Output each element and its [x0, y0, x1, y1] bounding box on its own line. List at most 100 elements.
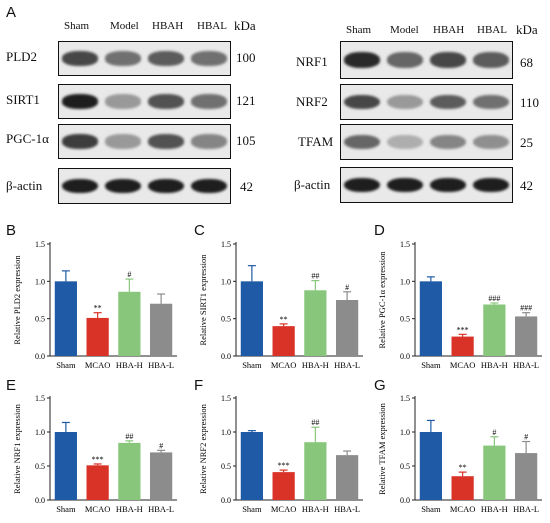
blot-band: [387, 52, 423, 68]
x-tick-label: HBA-H: [116, 360, 143, 370]
y-tick-label: 0.5: [400, 315, 410, 324]
y-tick-label: 0.5: [35, 462, 45, 471]
blot-band: [105, 94, 141, 109]
blot-label: NRF2: [296, 94, 328, 110]
right-lane-label: HBAL: [477, 24, 507, 36]
y-tick-label: 0.0: [221, 352, 231, 361]
x-tick-label: MCAO: [450, 360, 476, 370]
western-blot-strip: [58, 168, 231, 204]
blot-band: [148, 51, 184, 66]
x-tick-label: Sham: [242, 360, 262, 370]
x-tick-label: HBA-H: [302, 360, 329, 370]
y-tick-label: 1.5: [35, 394, 45, 403]
blot-band: [387, 178, 423, 193]
bar: [241, 432, 263, 500]
blot-band: [191, 94, 227, 109]
bar: [420, 281, 442, 356]
bar: [150, 304, 172, 356]
y-axis-label: Relative NRF1 expression: [12, 403, 22, 493]
western-blot-strip: [58, 124, 231, 159]
y-tick-label: 1.5: [35, 240, 45, 249]
y-tick-label: 1.0: [221, 277, 231, 286]
bar: [336, 300, 358, 356]
x-tick-label: HBA-H: [302, 504, 329, 514]
blot-band: [148, 134, 184, 149]
y-tick-label: 0.0: [400, 352, 410, 361]
y-tick-label: 0.0: [35, 352, 45, 361]
bar-chart-nrf2: Relative NRF2 expression 0.0 0.5 1.0 1.5 Sham…: [196, 390, 371, 522]
y-axis-label: Relative SIRT1 expression: [198, 254, 208, 346]
blot-band: [473, 178, 509, 193]
x-tick-label: Sham: [56, 504, 76, 514]
bar-chart-sirt1: Relative SIRT1 expression 0.0 0.5 1.0 1.5 Sha…: [196, 236, 371, 378]
blot-band: [105, 51, 141, 66]
x-tick-label: MCAO: [450, 504, 476, 514]
blot-band: [191, 51, 227, 66]
right-lane-label: Model: [390, 24, 419, 36]
western-blot-strip: [58, 84, 231, 119]
y-axis-label: Relative PGC-1α expression: [377, 251, 387, 349]
western-blot-strip: [340, 84, 513, 120]
bar: [87, 465, 109, 500]
y-tick-label: 1.0: [35, 428, 45, 437]
bar: [241, 281, 263, 356]
blot-band: [105, 179, 141, 194]
blot-band: [344, 135, 380, 150]
bar: [87, 318, 109, 356]
blot-label: SIRT1: [6, 92, 40, 108]
x-tick-label: HBA-L: [148, 504, 174, 514]
bar: [150, 452, 172, 500]
y-tick-label: 1.5: [400, 394, 410, 403]
bar: [304, 442, 326, 500]
bar-chart-tfam: Relative TFAM expression 0.0 0.5 1.0 1.5 Sham…: [375, 390, 550, 522]
blot-label: β-actin: [6, 178, 42, 194]
x-tick-label: Sham: [56, 360, 76, 370]
left-lane-label: HBAH: [152, 20, 183, 32]
blot-band: [430, 135, 466, 150]
significance-marker: ##: [311, 272, 319, 281]
significance-marker: #: [492, 428, 496, 437]
y-tick-label: 1.5: [221, 394, 231, 403]
significance-marker: ***: [457, 325, 469, 334]
significance-marker: #: [524, 433, 528, 442]
y-tick-label: 0.0: [400, 496, 410, 505]
x-tick-label: MCAO: [271, 504, 297, 514]
blot-kda: 100: [236, 50, 256, 66]
left-kda-header: kDa: [234, 18, 256, 34]
significance-marker: #: [159, 441, 163, 450]
significance-marker: ##: [125, 432, 133, 441]
blot-kda: 42: [520, 178, 533, 194]
significance-marker: **: [459, 463, 467, 472]
panel-a-letter: A: [6, 4, 16, 21]
blot-label: β-actin: [294, 177, 330, 193]
right-lane-label: HBAH: [433, 24, 464, 36]
x-tick-label: Sham: [421, 504, 441, 514]
significance-marker: #: [345, 283, 349, 292]
blot-band: [344, 95, 380, 110]
significance-marker: **: [280, 315, 288, 324]
y-tick-label: 1.0: [35, 277, 45, 286]
bar: [336, 455, 358, 500]
blot-label: PLD2: [6, 49, 37, 65]
significance-marker: ###: [520, 304, 532, 313]
bar: [304, 290, 326, 356]
y-tick-label: 1.0: [221, 428, 231, 437]
blot-band: [344, 52, 380, 68]
blot-band: [344, 178, 380, 193]
blot-band: [387, 135, 423, 150]
y-tick-label: 1.0: [400, 428, 410, 437]
blot-kda: 105: [236, 133, 256, 149]
western-blot-strip: [340, 41, 513, 79]
x-tick-label: Sham: [421, 360, 441, 370]
bar: [420, 432, 442, 500]
bar: [483, 304, 505, 356]
blot-band: [62, 134, 98, 149]
x-tick-label: Sham: [242, 504, 262, 514]
blot-band: [148, 179, 184, 194]
blot-label: PGC-1α: [6, 131, 49, 147]
blot-kda: 110: [520, 95, 539, 111]
x-tick-label: HBA-L: [334, 360, 360, 370]
bar: [483, 446, 505, 500]
y-tick-label: 0.5: [35, 315, 45, 324]
y-tick-label: 0.5: [400, 462, 410, 471]
